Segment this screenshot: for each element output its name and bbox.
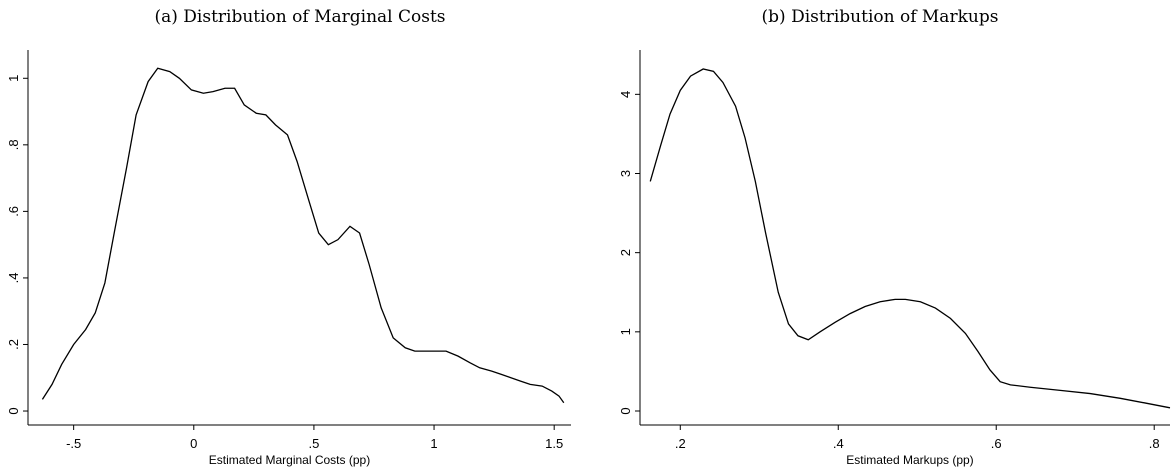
y-tick-label: 0 bbox=[6, 407, 21, 414]
y-tick-label: 0 bbox=[618, 407, 633, 414]
x-tick-label: 0 bbox=[190, 436, 197, 451]
y-tick-label: 1 bbox=[618, 328, 633, 335]
y-tick-label: .2 bbox=[6, 339, 21, 350]
y-tick-label: 2 bbox=[618, 249, 633, 256]
y-tick-label: 1 bbox=[6, 75, 21, 82]
density-line bbox=[41, 67, 565, 404]
x-tick-label: 1 bbox=[430, 436, 437, 451]
y-tick-label: .8 bbox=[6, 139, 21, 150]
x-tick-label: .2 bbox=[675, 436, 686, 451]
y-tick-label: .4 bbox=[6, 273, 21, 284]
x-tick-label: .5 bbox=[308, 436, 319, 451]
x-tick-label: -.5 bbox=[66, 436, 81, 451]
density-line bbox=[649, 68, 1171, 409]
panel-title: (a) Distribution of Marginal Costs bbox=[154, 7, 445, 27]
y-tick-label: .6 bbox=[6, 206, 21, 217]
x-tick-label: .8 bbox=[1149, 436, 1160, 451]
x-tick-label: 1.5 bbox=[545, 436, 563, 451]
y-tick-label: 3 bbox=[618, 170, 633, 177]
x-axis-label: Estimated Marginal Costs (pp) bbox=[209, 453, 370, 467]
x-axis-label: Estimated Markups (pp) bbox=[846, 453, 973, 467]
y-tick-label: 4 bbox=[618, 91, 633, 98]
panel-title: (b) Distribution of Markups bbox=[762, 7, 999, 27]
x-tick-label: .6 bbox=[991, 436, 1002, 451]
x-tick-label: .4 bbox=[833, 436, 844, 451]
